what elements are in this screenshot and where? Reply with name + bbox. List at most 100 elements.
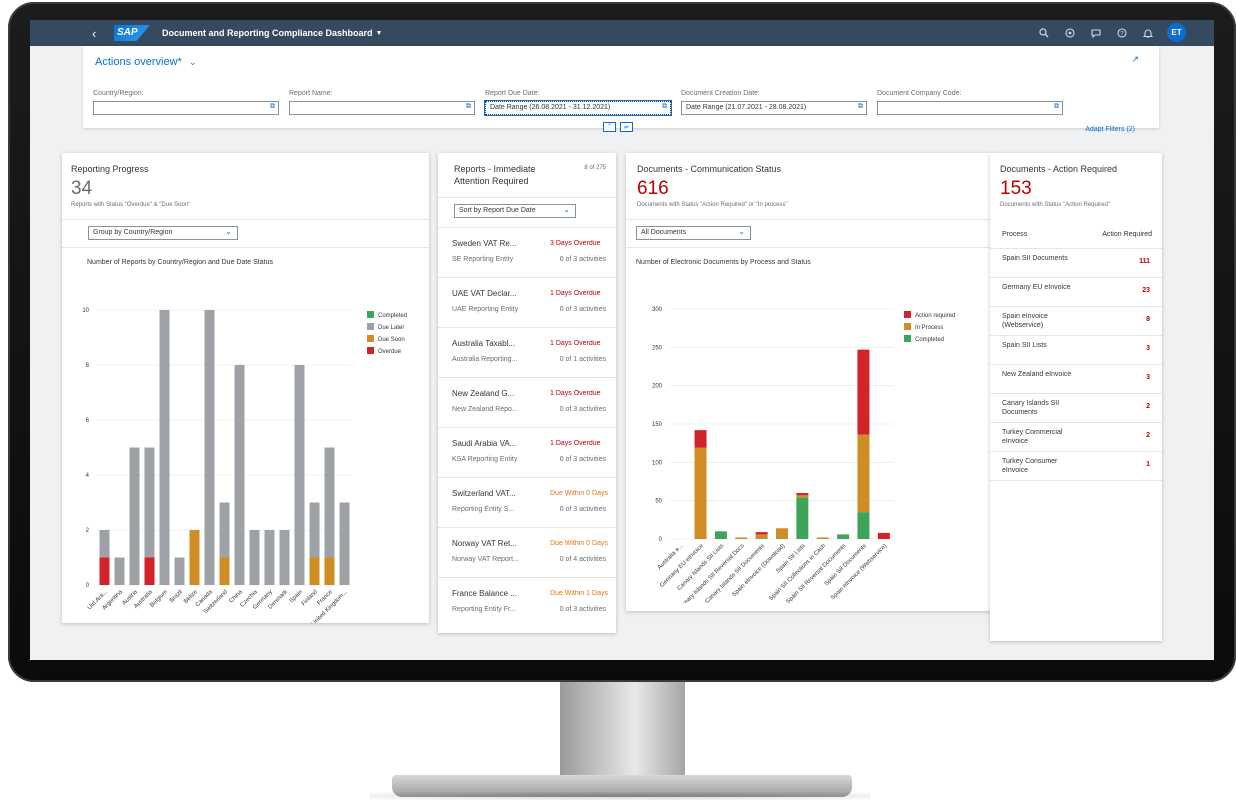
legend-label: Due Later	[378, 325, 404, 331]
due-status: 3 Days Overdue	[550, 240, 601, 247]
legend-label: Overdue	[378, 349, 402, 355]
bar-segment	[694, 447, 707, 539]
table-row[interactable]: Spain eInvoice (Webservice) 8	[990, 307, 1162, 336]
chevron-down-icon[interactable]: ▼	[375, 29, 383, 37]
report-name: UAE VAT Declar...	[452, 289, 517, 298]
list-item[interactable]: Switzerland VAT... Due Within 0 Days Repor…	[438, 477, 616, 527]
y-tick-label: 6	[86, 418, 90, 424]
report-name: Sweden VAT Re...	[452, 239, 517, 248]
list-item[interactable]: UAE VAT Declar... 1 Days Overdue UAE Repor…	[438, 277, 616, 327]
list-item[interactable]: Norway VAT Ret... Due Within 0 Days Norway…	[438, 527, 616, 577]
adapt-filters-link[interactable]: Adapt Filters (2)	[1085, 126, 1135, 133]
due-status: 1 Days Overdue	[550, 440, 601, 447]
due-status: Due Within 0 Days	[550, 540, 608, 547]
action-count: 3	[1146, 345, 1150, 352]
bar-segment	[144, 447, 155, 558]
bar-segment	[204, 310, 215, 585]
group-by-select[interactable]: Group by Country/Region ⌄	[88, 226, 238, 240]
list-item[interactable]: France Balance ... Due Within 1 Days Repor…	[438, 577, 616, 627]
kpi-subtitle: Documents with Status "Action Required" …	[637, 202, 788, 208]
table-row[interactable]: Spain SII Lists 3	[990, 336, 1162, 365]
table-row[interactable]: Spain SII Documents 111	[990, 249, 1162, 278]
legend-swatch	[367, 323, 374, 330]
reporting-entity: New Zealand Repo...	[452, 406, 518, 413]
action-count: 2	[1146, 403, 1150, 410]
calendar-icon[interactable]: ⧉	[858, 103, 863, 110]
legend-swatch	[367, 311, 374, 318]
document-creation-date-field[interactable]: Date Range (21.07.2021 - 28.08.2021) ⧉	[681, 101, 867, 115]
activity-progress: 0 of 1 activities	[559, 356, 606, 363]
activity-progress: 0 of 4 activities	[559, 556, 606, 563]
calendar-icon[interactable]: ⧉	[662, 103, 667, 110]
list-item[interactable]: New Zealand G... 1 Days Overdue New Zealan…	[438, 377, 616, 427]
column-header-process[interactable]: Process	[1002, 231, 1028, 238]
value-help-icon[interactable]: ⧉	[466, 103, 471, 110]
attention-card: Reports - Immediate Attention Required 8…	[438, 153, 616, 633]
value-help-icon[interactable]: ⧉	[270, 103, 275, 110]
legend-label: In Process	[915, 325, 943, 331]
filter-report-name: Report Name: ⧉	[289, 90, 475, 115]
process-name: Turkey Consumer eInvoice	[1002, 458, 1058, 474]
document-filter-select[interactable]: All Documents ⌄	[636, 226, 751, 240]
bar-segment	[796, 495, 809, 498]
action-count: 3	[1146, 374, 1150, 381]
share-icon[interactable]: ↗	[1131, 54, 1139, 64]
column-header-action[interactable]: Action Required	[1102, 231, 1152, 238]
list-item[interactable]: Sweden VAT Re... 3 Days Overdue SE Reporti…	[438, 227, 616, 277]
x-tick-label: Brazil	[169, 589, 184, 604]
avatar[interactable]: ET	[1167, 23, 1186, 42]
feedback-icon[interactable]	[1089, 26, 1102, 39]
company-code-field[interactable]: ⧉	[877, 101, 1063, 115]
bar-segment	[339, 502, 350, 585]
bar-segment	[857, 434, 870, 513]
list-item[interactable]: Saudi Arabia VA... 1 Days Overdue KSA Repo…	[438, 427, 616, 477]
table-row[interactable]: Turkey Commercial eInvoice 2	[990, 423, 1162, 452]
list-item[interactable]: Australia Taxabl... 1 Days Overdue Austral…	[438, 327, 616, 377]
table-row[interactable]: Germany EU eInvoice 23	[990, 278, 1162, 307]
search-icon[interactable]	[1037, 26, 1050, 39]
monitor-base	[392, 775, 852, 797]
legend-swatch	[904, 323, 911, 330]
variant-selector[interactable]: Actions overview* ⌄	[95, 56, 196, 68]
legend-swatch	[904, 311, 911, 318]
sort-select[interactable]: Sort by Report Due Date ⌄	[454, 204, 576, 218]
activity-progress: 0 of 3 activities	[559, 306, 606, 313]
chart-title: Number of Reports by Country/Region and …	[87, 259, 273, 266]
country-field[interactable]: ⧉	[93, 101, 279, 115]
bar-segment	[114, 557, 125, 585]
report-due-date-field[interactable]: Date Range (26.08.2021 - 31.12.2021) ⧉	[484, 100, 672, 116]
value-help-icon[interactable]: ⧉	[1054, 103, 1059, 110]
bar-segment	[694, 430, 707, 448]
process-name: Turkey Commercial eInvoice	[1002, 429, 1063, 445]
divider	[626, 247, 993, 248]
header-toggle-group: ⌃ ⥂	[603, 122, 633, 132]
activity-progress: 0 of 3 activities	[559, 506, 606, 513]
pin-header-button[interactable]: ⥂	[620, 122, 633, 132]
kpi-value: 616	[637, 178, 669, 199]
bar-segment	[714, 531, 727, 539]
y-tick-label: 10	[82, 308, 89, 314]
y-tick-label: 50	[655, 499, 662, 505]
process-name: Spain eInvoice (Webservice)	[1002, 313, 1048, 329]
reporting-entity: UAE Reporting Entity	[452, 306, 519, 313]
filter-company-code: Document Company Code: ⧉	[877, 90, 1063, 115]
table-row[interactable]: New Zealand eInvoice 3	[990, 365, 1162, 394]
monitor-stand	[560, 682, 685, 778]
chevron-down-icon: ⌄	[563, 205, 570, 214]
sap-logo[interactable]: SAP	[114, 25, 150, 41]
bar-segment	[159, 310, 170, 585]
notification-icon[interactable]	[1063, 26, 1076, 39]
report-name-field[interactable]: ⧉	[289, 101, 475, 115]
reporting-entity: Norway VAT Report...	[452, 556, 519, 563]
report-name: Norway VAT Ret...	[452, 539, 517, 548]
table-row[interactable]: Turkey Consumer eInvoice 1	[990, 452, 1162, 481]
app-title[interactable]: Document and Reporting Compliance Dashbo…	[162, 28, 373, 38]
table-row[interactable]: Canary Islands SII Documents 2	[990, 394, 1162, 423]
process-name: New Zealand eInvoice	[1002, 371, 1072, 378]
bell-icon[interactable]	[1141, 26, 1154, 39]
back-icon[interactable]: ‹	[92, 25, 97, 41]
help-icon[interactable]: ?	[1115, 26, 1128, 39]
reporting-entity: Reporting Entity S...	[452, 506, 515, 513]
filter-label: Document Company Code:	[877, 90, 962, 97]
collapse-header-button[interactable]: ⌃	[603, 122, 616, 132]
